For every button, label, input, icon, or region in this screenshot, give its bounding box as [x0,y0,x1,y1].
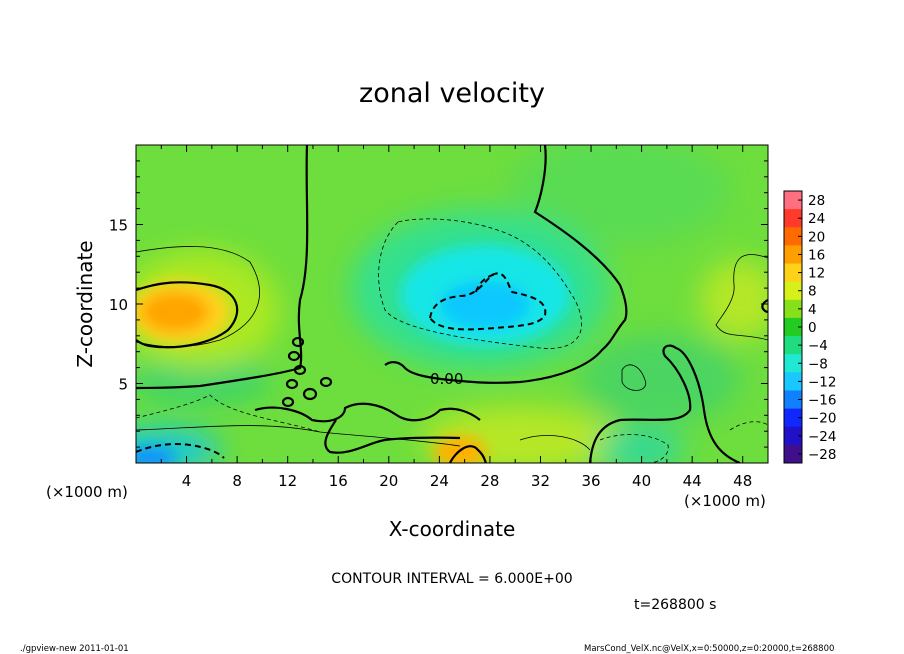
x-tick-label: 48 [733,472,752,490]
contour-line [729,421,768,431]
contour-label: 0.00 [430,370,463,388]
x-axis-unit: (×1000 m) [684,492,766,510]
colorbar-label: 12 [808,266,825,282]
colorbar-swatch [784,191,802,210]
plot-area: 0.00 [136,145,768,463]
contour-line [621,364,647,391]
x-tick-label: 32 [531,472,550,490]
colorbar-label: 16 [808,247,825,263]
contour-line [475,273,497,293]
contour-line [136,145,309,390]
colorbar-swatch [784,426,802,446]
colorbar-label: 20 [808,229,825,245]
field-anomaly [580,335,740,425]
contour-line [715,254,768,341]
contour-line [285,378,299,390]
contour-line [384,145,628,384]
y-tick-label: 15 [109,217,128,235]
contour-line [254,402,481,423]
colorbar-swatch [784,390,802,410]
chart-title: zonal velocity [359,78,545,109]
y-axis-unit: (×1000 m) [46,483,128,501]
field-anomaly [510,145,730,245]
colorbar-label: −20 [808,411,837,427]
colorbar-label: −28 [808,447,837,463]
contour-line [302,387,318,401]
x-tick-label: 36 [581,472,600,490]
colorbar-swatch [784,263,802,283]
contour-line [519,435,591,451]
x-tick-label: 28 [480,472,499,490]
colorbar-swatch [784,444,802,464]
colorbar-label: −16 [808,393,837,409]
contour-line [599,434,669,463]
field-anomaly [700,260,768,340]
contour-line [324,419,461,454]
colorbar-swatch [784,372,802,391]
colorbar-swatch [784,317,802,337]
colorbar-swatch [784,227,802,246]
contour-line [291,336,305,348]
colorbar-label: 28 [808,193,825,209]
field-anomaly [136,448,176,463]
y-tick-label: 10 [109,296,128,314]
colorbar-swatch [784,281,802,301]
contour-line [588,344,741,463]
y-axis: 5 10 15 [109,144,768,464]
colorbar-label: −24 [808,429,837,445]
colorbar-swatch [784,299,802,319]
colorbar-swatch [784,354,802,373]
y-tick-label: 5 [118,376,128,394]
x-tick-label: 16 [329,472,348,490]
colorbar-swatch [784,408,802,428]
x-tick-label: 40 [632,472,651,490]
colorbar-label: 0 [808,320,817,336]
colorbar-label: −12 [808,374,837,390]
colorbar-label: 24 [808,211,825,227]
x-tick-label: 4 [182,472,192,490]
x-tick-label: 44 [683,472,702,490]
x-tick-label: 12 [278,472,297,490]
colorbar-label: −8 [808,356,828,372]
x-axis: 4 8 12 16 20 24 28 32 36 40 44 48 [135,145,769,490]
colorbar-label: 8 [808,284,817,300]
timestamp: t=268800 s [634,597,716,613]
contour-line [448,445,487,463]
field-anomaly [136,358,270,402]
colorbar-label: −4 [808,338,828,354]
x-tick-label: 20 [379,472,398,490]
x-tick-label: 24 [430,472,449,490]
field-anomaly [141,292,209,332]
x-axis-label: X-coordinate [389,517,516,541]
field-anomaly [440,281,530,329]
contour-line [136,425,461,447]
colorbar-swatch [784,336,802,355]
colorbar: 28 24 20 16 12 8 4 0 −4 −8 −12 −16 −20 −24 −28 [783,190,837,464]
contour-line [428,272,547,331]
colorbar-swatch [784,209,802,228]
colorbar-label: 4 [808,302,817,318]
contour-line [136,281,239,349]
x-tick-label: 8 [232,472,242,490]
footer-right: MarsCond_VelX.nc@VelX,x=0:50000,z=0:2000… [584,644,834,654]
contour-line [136,442,225,459]
contour-line [378,218,583,349]
footer-left: ./gpview-new 2011-01-01 [20,644,129,654]
contour-line [319,376,333,388]
colorbar-swatch [784,245,802,265]
contour-line [287,350,301,362]
field-anomaly [595,430,685,463]
contour-line [136,394,321,433]
contour-interval: CONTOUR INTERVAL = 6.000E+00 [331,571,572,587]
contour-line [281,396,295,408]
y-axis-label: Z-coordinate [73,240,97,367]
contour-line [293,364,307,376]
